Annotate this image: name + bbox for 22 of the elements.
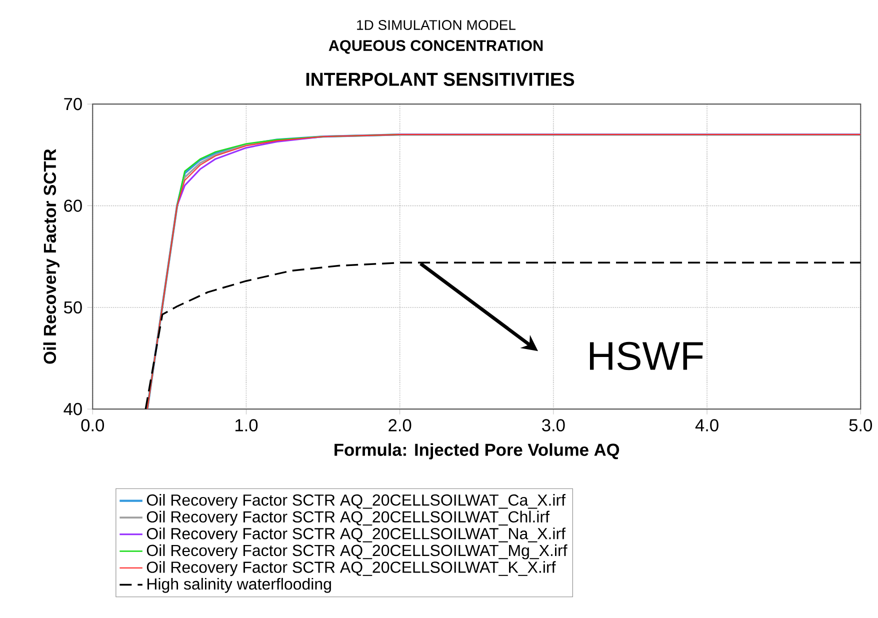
legend-label: Oil Recovery Factor SCTR AQ_20CELLSOILWAT_Ca_X.irf bbox=[146, 494, 566, 509]
x-tick-label: 2.0 bbox=[388, 419, 412, 432]
text: 1D SIMULATION MODEL bbox=[357, 20, 516, 30]
legend-label: Oil Recovery Factor SCTR AQ_20CELLSOILWAT_Chl.irf bbox=[146, 510, 550, 526]
legend-label: Oil Recovery Factor SCTR AQ_20CELLSOILWAT_Na_X.irf bbox=[146, 528, 566, 542]
x-axis-title: Formula: Injected Pore Volume AQ bbox=[334, 443, 620, 460]
y-tick-label: 50 bbox=[64, 301, 82, 314]
x-tick-label: 4.0 bbox=[695, 419, 718, 432]
x-tick-label: 1.0 bbox=[235, 419, 258, 432]
annotation: HSWF bbox=[590, 342, 703, 370]
legend-label: Oil Recovery Factor SCTR AQ_20CELLSOILWAT_K_X.irf bbox=[146, 561, 556, 576]
y-tick-label: 70 bbox=[64, 98, 82, 110]
x-tick-label: 0.0 bbox=[81, 419, 104, 432]
x-tick-label: 5.0 bbox=[849, 419, 872, 432]
text: AQUEOUS CONCENTRATION bbox=[328, 40, 543, 54]
y-tick-label: 40 bbox=[64, 402, 82, 416]
chart-title: INTERPOLANT SENSITIVITIES bbox=[306, 72, 574, 86]
x-tick-label: 3.0 bbox=[542, 419, 565, 432]
y-tick-label: 60 bbox=[64, 200, 82, 212]
y-axis-title: Oil Recovery Factor SCTR bbox=[43, 149, 60, 364]
legend-label: High salinity waterflooding bbox=[147, 578, 331, 593]
legend-label: Oil Recovery Factor SCTR AQ_20CELLSOILWAT_Mg_X.irf bbox=[146, 544, 568, 560]
